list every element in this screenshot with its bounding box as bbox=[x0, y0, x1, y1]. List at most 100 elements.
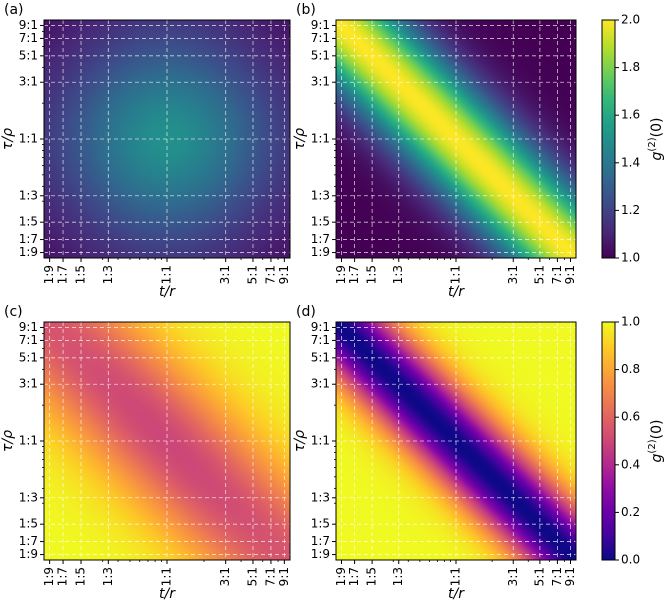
y-tick-label: 1:1 bbox=[311, 132, 330, 146]
y-tick-label: 9:1 bbox=[311, 18, 330, 32]
y-tick-label: 9:1 bbox=[19, 18, 38, 32]
y-tick-label: 1:3 bbox=[19, 490, 38, 504]
x-tick-label: 5:1 bbox=[245, 265, 259, 284]
x-tick-label: 5:1 bbox=[532, 567, 546, 586]
x-tick-label: 1:7 bbox=[56, 567, 70, 586]
y-tick-label: 1:7 bbox=[311, 232, 330, 246]
x-tick-label: 1:5 bbox=[74, 265, 88, 284]
colorbar-tick-label: 1.4 bbox=[621, 155, 640, 169]
colorbar-tick-label: 0.6 bbox=[621, 410, 640, 424]
y-tick-label: 1:3 bbox=[19, 188, 38, 202]
y-tick-label: 3:1 bbox=[311, 75, 330, 89]
y-tick-label: 5:1 bbox=[19, 350, 38, 364]
y-tick-label: 1:3 bbox=[311, 188, 330, 202]
x-tick-label: 1:5 bbox=[365, 567, 379, 586]
panel-b: 1:91:91:71:71:51:51:31:31:11:13:13:15:15… bbox=[292, 2, 577, 300]
y-tick-label: 5:1 bbox=[311, 48, 330, 62]
panel-d: 1:91:91:71:71:51:51:31:31:11:13:13:15:15… bbox=[292, 304, 577, 602]
y-tick-label: 3:1 bbox=[311, 377, 330, 391]
x-tick-label: 9:1 bbox=[563, 265, 577, 284]
x-tick-label: 1:1 bbox=[449, 567, 463, 586]
x-tick-label: 1:7 bbox=[56, 265, 70, 284]
x-tick-label: 5:1 bbox=[245, 567, 259, 586]
y-tick-label: 1:9 bbox=[311, 245, 330, 259]
y-axis-label: τ/ρ bbox=[0, 430, 16, 452]
colorbar-tick-label: 0.0 bbox=[621, 553, 640, 567]
colorbar-frame bbox=[601, 19, 616, 259]
x-axis-label: t/r bbox=[159, 586, 176, 602]
x-tick-label: 5:1 bbox=[532, 265, 546, 284]
x-tick-label: 3:1 bbox=[218, 567, 232, 586]
y-tick-label: 5:1 bbox=[311, 350, 330, 364]
panel-a: 1:91:91:71:71:51:51:31:31:11:13:13:15:15… bbox=[0, 2, 291, 300]
colorbar-tick-label: 0.8 bbox=[621, 362, 640, 376]
x-tick-label: 1:3 bbox=[391, 567, 405, 586]
x-tick-label: 3:1 bbox=[506, 567, 520, 586]
x-tick-label: 9:1 bbox=[277, 567, 291, 586]
panel-label: (b) bbox=[296, 2, 316, 18]
x-tick-label: 1:5 bbox=[365, 265, 379, 284]
x-tick-label: 9:1 bbox=[563, 567, 577, 586]
x-tick-label: 1:9 bbox=[42, 567, 56, 586]
y-tick-label: 1:5 bbox=[311, 215, 330, 229]
x-tick-label: 1:5 bbox=[74, 567, 88, 586]
y-tick-label: 1:1 bbox=[311, 434, 330, 448]
colorbar-tick-label: 0.2 bbox=[621, 505, 640, 519]
panel-label: (a) bbox=[4, 2, 24, 18]
y-tick-label: 1:1 bbox=[19, 132, 38, 146]
y-tick-label: 3:1 bbox=[19, 75, 38, 89]
panel-label: (d) bbox=[296, 304, 316, 320]
y-tick-label: 1:5 bbox=[19, 517, 38, 531]
colorbar: 1.0 1.2 1.4 1.6 1.8 2.0 g(2)(0) bbox=[601, 13, 664, 265]
y-tick-label: 7:1 bbox=[311, 31, 330, 45]
x-tick-label: 7:1 bbox=[263, 265, 277, 284]
x-tick-label: 1:3 bbox=[101, 265, 115, 284]
y-tick-label: 1:5 bbox=[311, 517, 330, 531]
panel-c: 1:91:91:71:71:51:51:31:31:11:13:13:15:15… bbox=[0, 304, 291, 602]
y-tick-label: 1:9 bbox=[311, 547, 330, 561]
x-tick-label: 1:1 bbox=[160, 265, 174, 284]
x-tick-label: 3:1 bbox=[218, 265, 232, 284]
y-tick-label: 9:1 bbox=[311, 320, 330, 334]
y-tick-label: 9:1 bbox=[19, 320, 38, 334]
y-tick-label: 1:5 bbox=[19, 215, 38, 229]
colorbar-tick-label: 1.2 bbox=[621, 203, 640, 217]
y-tick-label: 1:9 bbox=[19, 245, 38, 259]
colorbar: 0.0 0.2 0.4 0.6 0.8 1.0 g(2)(0) bbox=[601, 315, 664, 567]
x-tick-label: 1:9 bbox=[42, 265, 56, 284]
colorbar-gradient bbox=[602, 322, 615, 560]
y-tick-label: 1:7 bbox=[311, 534, 330, 548]
y-axis-label: τ/ρ bbox=[292, 128, 308, 150]
y-tick-label: 1:7 bbox=[19, 534, 38, 548]
x-tick-label: 1:1 bbox=[160, 567, 174, 586]
y-tick-label: 1:7 bbox=[19, 232, 38, 246]
y-axis-label: τ/ρ bbox=[0, 128, 16, 150]
colorbar-tick-label: 2.0 bbox=[621, 13, 640, 27]
x-axis-label: t/r bbox=[448, 284, 465, 300]
x-tick-label: 1:7 bbox=[347, 265, 361, 284]
y-tick-label: 7:1 bbox=[19, 31, 38, 45]
y-tick-label: 3:1 bbox=[19, 377, 38, 391]
x-tick-label: 1:9 bbox=[334, 265, 348, 284]
x-axis-label: t/r bbox=[159, 284, 176, 300]
y-tick-label: 1:9 bbox=[19, 547, 38, 561]
x-tick-label: 1:3 bbox=[101, 567, 115, 586]
y-tick-label: 7:1 bbox=[311, 333, 330, 347]
x-tick-label: 9:1 bbox=[277, 265, 291, 284]
panel-label: (c) bbox=[4, 304, 23, 320]
x-tick-label: 7:1 bbox=[550, 265, 564, 284]
colorbar-label: g(2)(0) bbox=[647, 420, 664, 463]
x-tick-label: 1:7 bbox=[347, 567, 361, 586]
y-tick-label: 5:1 bbox=[19, 48, 38, 62]
colorbar-tick-label: 1.6 bbox=[621, 108, 640, 122]
y-tick-label: 1:1 bbox=[19, 434, 38, 448]
x-tick-label: 1:9 bbox=[334, 567, 348, 586]
y-tick-label: 1:3 bbox=[311, 490, 330, 504]
x-tick-label: 3:1 bbox=[506, 265, 520, 284]
y-tick-label: 7:1 bbox=[19, 333, 38, 347]
x-tick-label: 1:1 bbox=[449, 265, 463, 284]
colorbar-frame bbox=[601, 321, 616, 561]
x-tick-label: 7:1 bbox=[263, 567, 277, 586]
colorbar-tick-label: 0.4 bbox=[621, 457, 640, 471]
x-tick-label: 7:1 bbox=[550, 567, 564, 586]
